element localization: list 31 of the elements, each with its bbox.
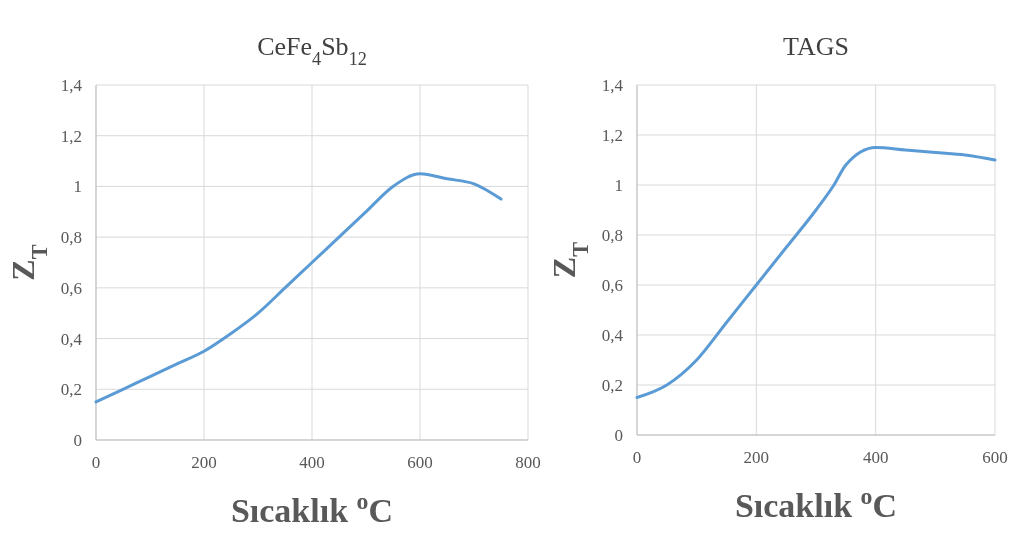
y-tick-label: 1,4 bbox=[601, 75, 624, 95]
x-tick-label: 600 bbox=[407, 453, 433, 472]
chart-title: CeFe$_{4}$Sb$_{12}$ bbox=[257, 32, 367, 69]
y-tick-label: 1,2 bbox=[601, 125, 623, 145]
y-tick-label: 1 bbox=[73, 177, 82, 197]
y-tick-label: 0,2 bbox=[60, 380, 82, 400]
y-tick-label: 1,2 bbox=[60, 126, 82, 146]
x-tick-label: 0 bbox=[632, 448, 642, 467]
y-tick-label: 0,4 bbox=[60, 329, 83, 349]
y-tick-label: 0,6 bbox=[601, 275, 623, 295]
x-axis-title: Sıcaklık $^{o}$C bbox=[230, 488, 394, 529]
chart-title: TAGS bbox=[783, 32, 849, 61]
y-tick-label: 0,2 bbox=[601, 375, 623, 395]
y-tick-label: 0,6 bbox=[60, 278, 82, 298]
x-tick-label: 400 bbox=[862, 448, 889, 467]
line-series bbox=[94, 172, 503, 404]
x-tick-label: 800 bbox=[515, 453, 541, 472]
y-tick-label: 0,8 bbox=[60, 228, 82, 248]
x-tick-label: 200 bbox=[191, 453, 217, 472]
line-series bbox=[635, 146, 997, 399]
y-tick-label: 0,8 bbox=[601, 225, 623, 245]
y-tick-label: 0 bbox=[73, 430, 82, 450]
y-tick-label: 0 bbox=[614, 425, 623, 445]
x-axis-title: Sıcaklık $^{o}$C bbox=[734, 483, 898, 524]
y-tick-label: 1 bbox=[614, 175, 623, 195]
x-tick-label: 0 bbox=[91, 453, 101, 472]
x-tick-label: 200 bbox=[743, 448, 770, 467]
y-tick-label: 1,4 bbox=[60, 75, 83, 95]
x-tick-label: 400 bbox=[299, 453, 325, 472]
y-tick-label: 0,4 bbox=[601, 325, 624, 345]
x-tick-label: 600 bbox=[982, 448, 1008, 467]
